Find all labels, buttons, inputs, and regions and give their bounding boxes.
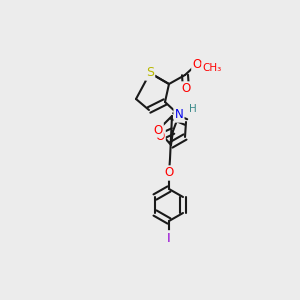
Text: I: I: [167, 232, 171, 244]
Text: H: H: [189, 104, 197, 114]
Text: CH₃: CH₃: [202, 63, 222, 73]
Text: N: N: [175, 109, 183, 122]
Text: O: O: [182, 82, 190, 95]
Text: S: S: [146, 67, 154, 80]
Text: O: O: [155, 130, 165, 143]
Text: O: O: [153, 124, 163, 136]
Text: O: O: [192, 58, 202, 70]
Text: O: O: [164, 167, 174, 179]
